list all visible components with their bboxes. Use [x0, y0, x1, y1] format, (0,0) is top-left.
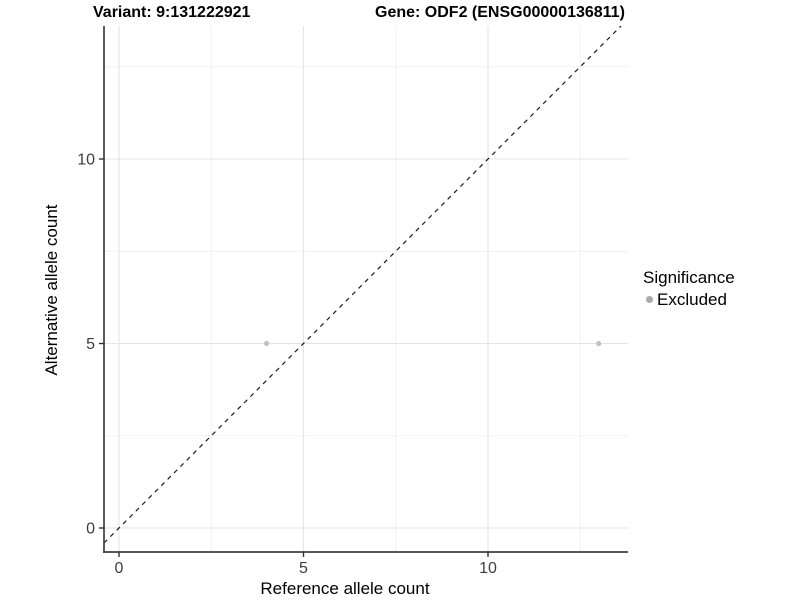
legend-title: Significance: [643, 268, 735, 287]
data-point: [596, 340, 602, 347]
plot-title-gene: Gene: ODF2 (ENSG00000136811): [375, 4, 625, 21]
legend-entry-label: Excluded: [657, 290, 727, 309]
legend-point-icon: [646, 296, 653, 303]
x-tick-label: 10: [479, 560, 497, 577]
legend-entry-excluded: Excluded: [643, 290, 799, 309]
y-tick-label: 10: [77, 152, 95, 169]
plot-title-variant: Variant: 9:131222921: [93, 4, 251, 21]
legend: Significance Excluded: [643, 268, 799, 309]
y-axis-title: Alternative allele count: [42, 204, 61, 376]
data-point: [264, 340, 270, 347]
y-tick-label: 0: [86, 521, 95, 538]
y-tick-label: 5: [86, 336, 95, 353]
identity-dashed-line: [103, 25, 622, 544]
x-tick-label: 0: [115, 560, 124, 577]
x-axis-title: Reference allele count: [260, 579, 430, 598]
x-tick-label: 5: [299, 560, 308, 577]
